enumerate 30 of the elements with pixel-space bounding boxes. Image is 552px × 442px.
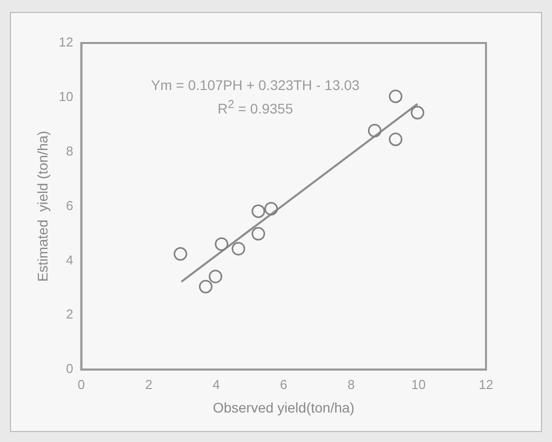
y-tick-label: 4: [66, 252, 74, 268]
x-tick-label: 2: [145, 376, 152, 392]
x-tick-label: 10: [411, 376, 426, 392]
y-tick-label: 8: [66, 143, 74, 158]
point: [252, 204, 266, 218]
y-tick-label: 10: [58, 89, 74, 104]
point: [388, 90, 402, 104]
point: [174, 247, 188, 261]
x-axis-title: Observed yield(ton/ha): [212, 399, 354, 416]
x-tick-label: 8: [347, 376, 355, 392]
y-tick-label: 2: [66, 306, 74, 322]
y-tick-label: 12: [58, 34, 74, 50]
annotation: R$^{2}$ = 0.9355: [216, 97, 294, 119]
x-tick-label: 12: [478, 376, 494, 392]
y-axis-title: Estimated yield (ton/ha): [34, 130, 50, 282]
point: [214, 237, 228, 251]
point: [232, 242, 246, 256]
x-tick-label: 4: [212, 376, 220, 392]
x-tick-label: 6: [280, 376, 288, 392]
point: [198, 280, 212, 294]
point: [410, 106, 424, 120]
point: [388, 132, 402, 146]
point: [252, 227, 266, 241]
annotation: Ym = 0.107PH + 0.323TH - 13.03: [151, 76, 360, 95]
point: [208, 270, 222, 284]
y-tick-label: 0: [66, 361, 74, 376]
point: [368, 124, 382, 138]
y-tick-label: 6: [66, 198, 74, 213]
x-tick-label: 0: [78, 376, 85, 392]
point: [264, 202, 278, 216]
